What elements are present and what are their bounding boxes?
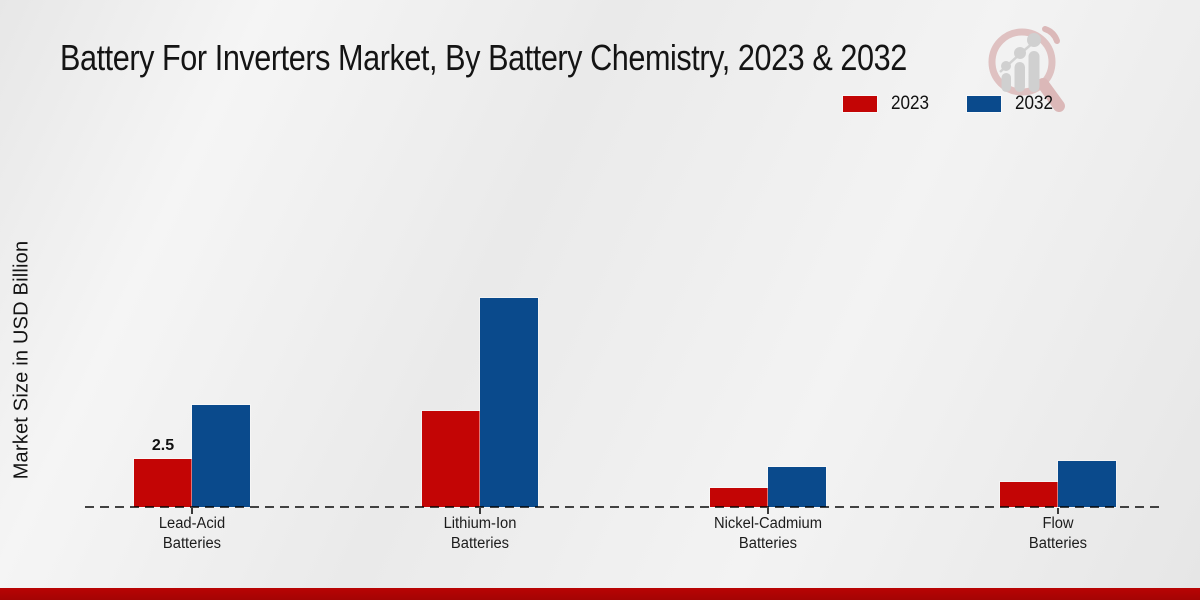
bar-2032-lead-acid-batteries — [192, 405, 250, 507]
bar-2023-flow-batteries — [1000, 482, 1058, 507]
legend-label: 2023 — [891, 93, 930, 114]
category-label-lithium-ion-batteries: Lithium-Ion Batteries — [443, 515, 517, 552]
bar-2032-nickel-cadmium-batteries — [768, 467, 826, 507]
chart-title: Battery For Inverters Market, By Battery… — [60, 37, 907, 78]
x-axis-tick — [767, 508, 769, 514]
bar-2032-lithium-ion-batteries — [480, 298, 538, 507]
bar-2023-nickel-cadmium-batteries — [710, 488, 768, 507]
x-axis-tick — [479, 508, 481, 514]
legend-swatch-2023 — [843, 96, 877, 112]
legend-label: 2032 — [1015, 93, 1054, 114]
category-label-nickel-cadmium-batteries: Nickel-Cadmium Batteries — [713, 515, 823, 552]
legend: 2023 2032 — [843, 93, 1058, 115]
category-label-lead-acid-batteries: Lead-Acid Batteries — [158, 515, 226, 552]
bar-2023-lead-acid-batteries — [134, 459, 192, 507]
bar-2032-flow-batteries — [1058, 461, 1116, 507]
magnifier-growth-chart-logo-icon — [988, 26, 1065, 112]
legend-swatch-2032 — [967, 96, 1002, 112]
footer-accent-bar — [0, 588, 1200, 600]
x-axis-tick — [191, 508, 193, 514]
bar-2023-lithium-ion-batteries — [422, 411, 480, 507]
x-axis-dashed-line — [85, 506, 1163, 508]
category-label-flow-batteries: Flow Batteries — [1028, 515, 1088, 552]
legend-item-2032: 2032 — [967, 93, 1057, 115]
bar-value-label: 2.5 — [151, 437, 175, 454]
legend-item-2023: 2023 — [843, 93, 933, 115]
x-axis-tick — [1057, 508, 1059, 514]
